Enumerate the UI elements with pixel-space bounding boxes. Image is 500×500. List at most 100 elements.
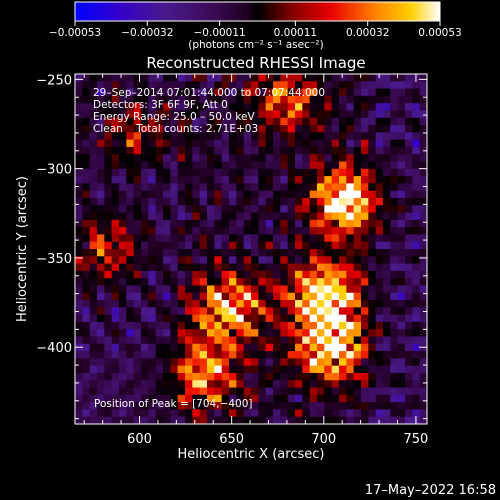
heatmap-cell <box>353 256 362 264</box>
heatmap-cell <box>104 234 113 243</box>
heatmap-cell <box>133 416 142 425</box>
heatmap-cell <box>141 190 149 199</box>
heatmap-cell <box>390 103 399 111</box>
heatmap-cell <box>89 74 98 82</box>
heatmap-cell <box>192 154 201 162</box>
heatmap-cell <box>207 307 215 316</box>
heatmap-cell <box>251 168 259 177</box>
heatmap-cell <box>199 74 208 82</box>
heatmap-cell <box>214 125 223 133</box>
heatmap-cell <box>148 197 157 206</box>
heatmap-cell <box>302 285 311 294</box>
heatmap-cell <box>273 146 281 155</box>
heatmap-cell <box>265 358 274 367</box>
heatmap-cell <box>141 270 149 279</box>
heatmap-cell <box>141 300 149 308</box>
heatmap-cell <box>331 321 340 330</box>
heatmap-cell <box>309 329 318 337</box>
heatmap-cell <box>339 190 347 199</box>
heatmap-cell <box>236 117 245 126</box>
heatmap-cell <box>346 343 355 352</box>
heatmap-cell <box>185 343 193 352</box>
info-line-time: 29–Sep–2014 07:01:44.000 to 07:07:44.000 <box>93 87 325 99</box>
heatmap-cell <box>280 205 289 213</box>
heatmap-cell <box>75 161 83 170</box>
heatmap-cell <box>97 183 105 192</box>
heatmap-cell <box>192 358 201 367</box>
heatmap-cell <box>163 183 171 192</box>
heatmap-cell <box>383 256 391 264</box>
heatmap-cell <box>97 343 105 352</box>
heatmap-cell <box>82 168 91 177</box>
heatmap-cell <box>199 402 208 410</box>
heatmap-cell <box>89 88 98 97</box>
heatmap-cell <box>141 154 149 162</box>
heatmap-cell <box>119 416 127 425</box>
heatmap-cell <box>133 161 142 170</box>
heatmap-cell <box>243 321 252 330</box>
heatmap-cell <box>346 219 355 228</box>
heatmap-cell <box>361 132 369 141</box>
heatmap-cell <box>119 249 127 257</box>
heatmap-cell <box>331 270 340 279</box>
heatmap-cell <box>163 176 171 184</box>
heatmap-cell <box>119 227 127 235</box>
heatmap-cell <box>339 74 347 82</box>
heatmap-cell <box>229 154 237 162</box>
heatmap-cell <box>375 394 384 403</box>
heatmap-cell <box>111 212 120 221</box>
heatmap-cell <box>412 292 421 301</box>
heatmap-cell <box>236 249 245 257</box>
heatmap-cell <box>104 307 113 316</box>
heatmap-cell <box>368 270 377 279</box>
heatmap-cell <box>361 292 369 301</box>
heatmap-cell <box>185 154 193 162</box>
heatmap-cell <box>339 300 347 308</box>
x-tick-label: 750 <box>404 432 429 447</box>
heatmap-cell <box>126 176 135 184</box>
heatmap-cell <box>251 270 259 279</box>
heatmap-cell <box>236 278 245 286</box>
heatmap-cell <box>265 146 274 155</box>
heatmap-cell <box>104 365 113 374</box>
heatmap-cell <box>346 132 355 141</box>
heatmap-cell <box>397 249 406 257</box>
heatmap-cell <box>229 343 237 352</box>
heatmap-cell <box>324 227 333 235</box>
heatmap-cell <box>163 95 171 104</box>
heatmap-cell <box>397 241 406 250</box>
heatmap-cell <box>104 219 113 228</box>
heatmap-cell <box>177 249 186 257</box>
heatmap-cell <box>317 292 325 301</box>
heatmap-cell <box>82 380 91 388</box>
heatmap-cell <box>258 81 267 89</box>
heatmap-cell <box>273 394 281 403</box>
heatmap-cell <box>309 176 318 184</box>
heatmap-cell <box>82 197 91 206</box>
heatmap-cell <box>75 402 83 410</box>
heatmap-cell <box>185 241 193 250</box>
heatmap-cell <box>331 234 340 243</box>
heatmap-cell <box>75 212 83 221</box>
heatmap-cell <box>185 227 193 235</box>
heatmap-cell <box>192 387 201 396</box>
heatmap-cell <box>397 314 406 323</box>
heatmap-cell <box>236 416 245 425</box>
heatmap-cell <box>368 176 377 184</box>
heatmap-cell <box>287 88 296 97</box>
heatmap-cell <box>331 416 340 425</box>
heatmap-cell <box>287 329 296 337</box>
heatmap-cell <box>111 88 120 97</box>
heatmap-cell <box>280 197 289 206</box>
heatmap-cell <box>163 314 171 323</box>
heatmap-cell <box>302 241 311 250</box>
heatmap-cell <box>375 351 384 359</box>
heatmap-cell <box>302 409 311 418</box>
heatmap-cell <box>405 292 413 301</box>
heatmap-cell <box>251 146 259 155</box>
heatmap-cell <box>207 227 215 235</box>
heatmap-cell <box>82 117 91 126</box>
heatmap-cell <box>419 212 428 221</box>
heatmap-cell <box>75 380 83 388</box>
